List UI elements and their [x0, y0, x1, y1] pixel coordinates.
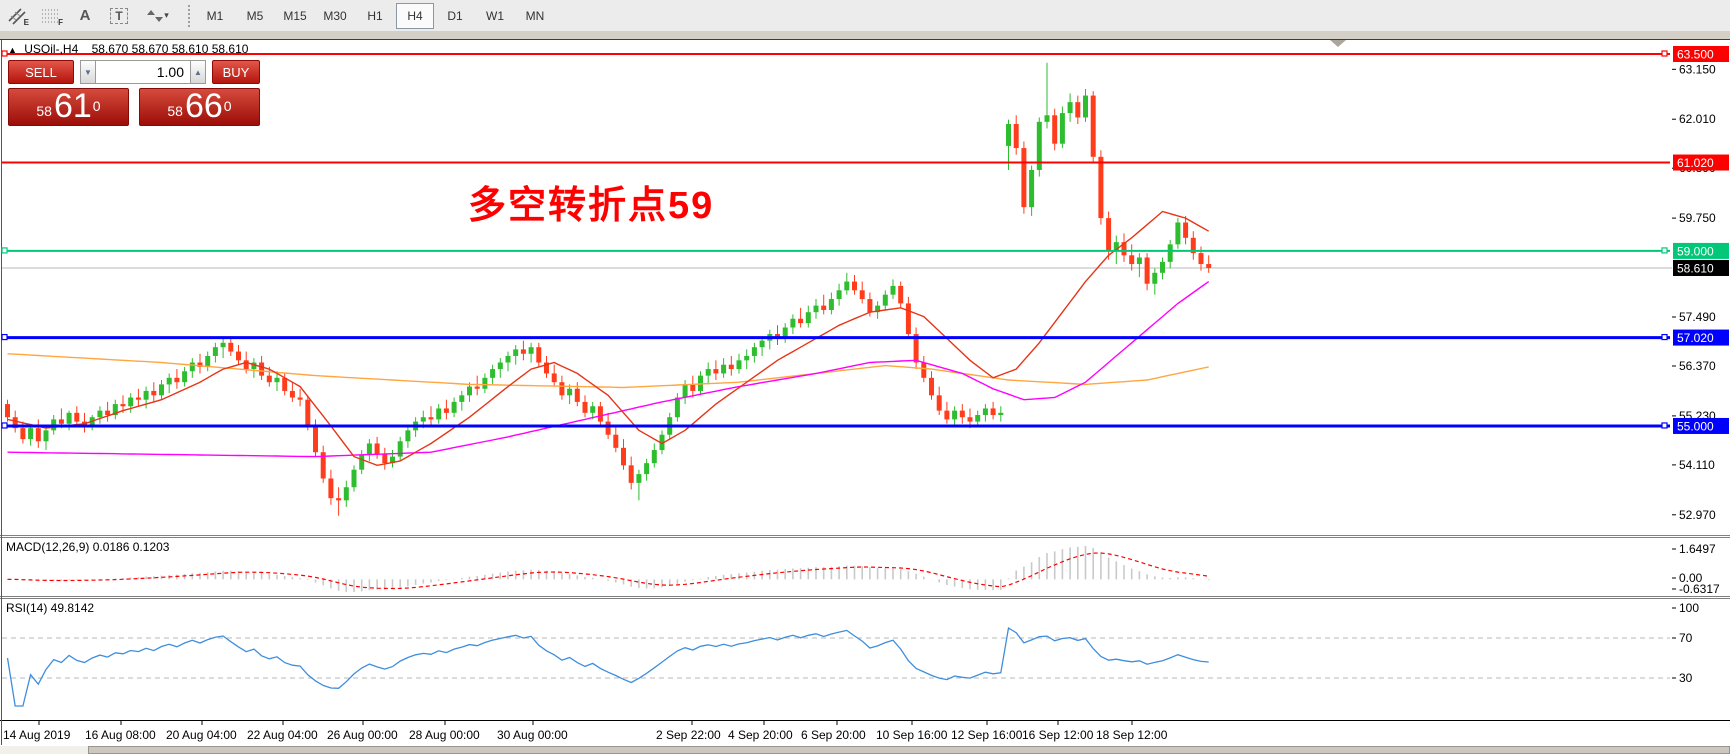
toolbar-grip	[188, 4, 190, 27]
svg-text:61.020: 61.020	[1677, 156, 1714, 170]
chevron-down-icon: ▾	[164, 10, 169, 20]
rsi-label: RSI(14) 49.8142	[6, 601, 94, 615]
svg-text:14 Aug 2019: 14 Aug 2019	[3, 728, 71, 742]
equidistant-channel-icon[interactable]: E	[0, 3, 34, 29]
svg-text:1.6497: 1.6497	[1679, 542, 1716, 556]
svg-text:30 Aug 00:00: 30 Aug 00:00	[497, 728, 568, 742]
macd-label: MACD(12,26,9) 0.0186 0.1203	[6, 540, 170, 554]
svg-text:6 Sep 20:00: 6 Sep 20:00	[801, 728, 866, 742]
rsi-line	[6, 626, 1209, 707]
svg-text:12 Sep 16:00: 12 Sep 16:00	[951, 728, 1023, 742]
svg-text:22 Aug 04:00: 22 Aug 04:00	[247, 728, 318, 742]
chart-ohlc-header: ▲ USOil-,H4 58.670 58.670 58.610 58.610	[8, 42, 248, 56]
svg-text:56.370: 56.370	[1679, 359, 1716, 373]
chart-annotation-text: 多空转折点59	[468, 185, 715, 227]
svg-text:28 Aug 00:00: 28 Aug 00:00	[409, 728, 480, 742]
text-label-icon[interactable]: A	[79, 7, 91, 24]
ma-fast	[7, 210, 1210, 467]
buy-price-display[interactable]: 58 66 0	[139, 88, 260, 126]
svg-text:26 Aug 00:00: 26 Aug 00:00	[327, 728, 398, 742]
svg-text:100: 100	[1679, 601, 1699, 615]
buy-button[interactable]: BUY	[212, 60, 260, 84]
svg-text:58.610: 58.610	[1677, 261, 1714, 275]
chart-top-strip	[0, 31, 1730, 40]
svg-text:16 Sep 12:00: 16 Sep 12:00	[1022, 728, 1094, 742]
timeframe-button-d1[interactable]: D1	[447, 8, 463, 23]
svg-text:20 Aug 04:00: 20 Aug 04:00	[166, 728, 237, 742]
svg-text:55.000: 55.000	[1677, 419, 1714, 433]
candlestick-series	[5, 62, 1212, 516]
svg-text:57.490: 57.490	[1679, 310, 1716, 324]
ohlc-values: 58.670 58.670 58.610 58.610	[91, 42, 249, 56]
timeframe-button-m5[interactable]: M5	[246, 8, 264, 23]
chart-shift-marker[interactable]	[1330, 40, 1346, 47]
svg-text:2 Sep 22:00: 2 Sep 22:00	[656, 728, 721, 742]
text-box-icon[interactable]: T	[102, 3, 136, 29]
volume-increase-button[interactable]: ▲	[191, 60, 206, 84]
svg-text:18 Sep 12:00: 18 Sep 12:00	[1096, 728, 1168, 742]
svg-text:-0.6317: -0.6317	[1679, 582, 1720, 596]
svg-text:4 Sep 20:00: 4 Sep 20:00	[728, 728, 793, 742]
svg-text:62.010: 62.010	[1679, 112, 1716, 126]
collapse-triangle-icon[interactable]: ▲	[8, 45, 17, 55]
timeframe-button-mn[interactable]: MN	[525, 8, 545, 23]
svg-text:52.970: 52.970	[1679, 508, 1716, 522]
timeframe-button-m30[interactable]: M30	[323, 8, 347, 23]
svg-text:70: 70	[1679, 631, 1693, 645]
svg-text:16 Aug 08:00: 16 Aug 08:00	[85, 728, 156, 742]
timeframe-button-m1[interactable]: M1	[206, 8, 224, 23]
arrows-icon[interactable]: ▾	[136, 3, 180, 29]
ma-medium	[7, 281, 1210, 458]
volume-decrease-button[interactable]: ▼	[80, 60, 95, 84]
svg-text:57.020: 57.020	[1677, 331, 1714, 345]
timeframe-button-w1[interactable]: W1	[486, 8, 504, 23]
scrollbar-thumb[interactable]	[88, 746, 1730, 754]
svg-text:59.750: 59.750	[1679, 211, 1716, 225]
timeframe-button-m15[interactable]: M15	[283, 8, 307, 23]
timeframe-button-h1[interactable]: H1	[367, 8, 383, 23]
svg-text:10 Sep 16:00: 10 Sep 16:00	[876, 728, 948, 742]
toolbar: E F A T ▾ M1 M5 M15 M30 H1 H4 D1 W1 MN	[0, 0, 1730, 32]
svg-text:30: 30	[1679, 671, 1693, 685]
svg-text:0.00: 0.00	[1679, 571, 1703, 585]
one-click-trade-panel: SELL ▼ ▲ BUY 58 61 0 58 66 0	[8, 60, 260, 126]
svg-text:63.500: 63.500	[1677, 48, 1714, 62]
ma-slow	[7, 353, 1209, 389]
svg-text:63.150: 63.150	[1679, 62, 1716, 76]
timeframe-button-h4[interactable]: H4	[396, 2, 434, 29]
svg-text:59.000: 59.000	[1677, 244, 1714, 258]
macd-histogram	[14, 546, 1210, 592]
sell-price-display[interactable]: 58 61 0	[8, 88, 129, 126]
macd-signal-line	[7, 552, 1209, 590]
volume-input[interactable]	[95, 60, 191, 84]
timeframe-bar: M1 M5 M15 M30 H1 H4 D1 W1 MN	[196, 2, 554, 29]
symbol-timeframe-label: USOil-,H4	[24, 42, 79, 56]
fibonacci-icon[interactable]: F	[42, 9, 63, 27]
horizontal-scrollbar	[0, 746, 1730, 754]
svg-text:54.110: 54.110	[1679, 458, 1715, 472]
sell-button[interactable]: SELL	[8, 60, 74, 84]
